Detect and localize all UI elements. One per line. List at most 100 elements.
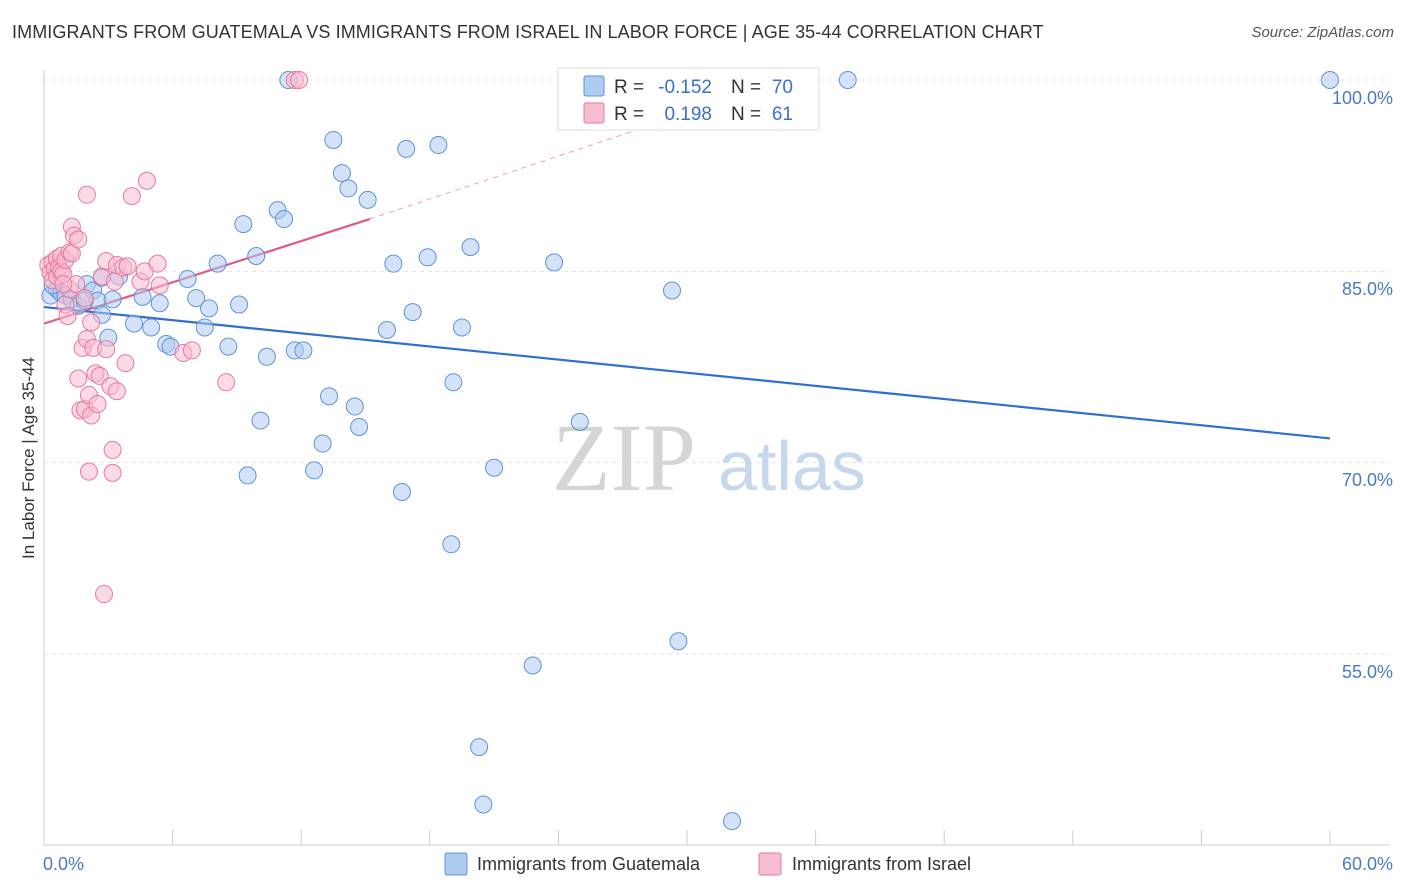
trend-lines xyxy=(43,112,1331,440)
data-point xyxy=(58,306,77,325)
bottom-legend-swatch-guatemala xyxy=(444,852,468,876)
series-guatemala-points xyxy=(41,71,1339,831)
data-point xyxy=(208,254,227,273)
bottom-legend-label-guatemala: Immigrants from Guatemala xyxy=(477,854,701,874)
data-point xyxy=(1321,71,1339,89)
data-point xyxy=(88,394,107,413)
watermark-atlas: atlas xyxy=(718,427,866,505)
data-point xyxy=(133,287,152,306)
y-tick-label-85: 85.0% xyxy=(1342,279,1393,299)
data-point xyxy=(116,354,135,373)
data-point xyxy=(103,440,122,459)
data-point xyxy=(69,230,88,249)
data-point xyxy=(442,535,461,554)
data-point xyxy=(247,247,266,266)
bottom-legend-swatch-israel xyxy=(758,852,782,876)
data-point xyxy=(82,313,101,332)
data-point xyxy=(80,462,99,481)
data-point xyxy=(69,369,88,388)
legend-n-value-0: 70 xyxy=(772,77,793,98)
series-israel-points xyxy=(39,71,309,604)
data-point xyxy=(570,412,589,431)
legend-r-label-0: R = xyxy=(614,77,644,98)
data-point xyxy=(125,314,144,333)
series-legend: Immigrants from Guatemala Immigrants fro… xyxy=(444,852,971,876)
data-point xyxy=(384,254,403,273)
data-point xyxy=(290,71,309,89)
data-point xyxy=(103,463,122,482)
y-axis-title: In Labor Force | Age 35-44 xyxy=(19,357,38,559)
data-point xyxy=(217,373,236,392)
data-point xyxy=(95,585,114,604)
data-point xyxy=(195,318,214,337)
data-point xyxy=(77,185,96,204)
data-point xyxy=(485,458,504,477)
data-point xyxy=(148,254,167,273)
data-point xyxy=(662,281,681,300)
legend-n-value-1: 61 xyxy=(772,104,793,125)
bottom-legend-label-israel: Immigrants from Israel xyxy=(792,854,971,874)
data-point xyxy=(723,812,742,831)
data-point xyxy=(523,656,542,675)
data-point xyxy=(234,215,253,234)
x-tick-label-0: 0.0% xyxy=(43,854,84,874)
data-point xyxy=(275,210,294,229)
data-point xyxy=(345,397,364,416)
data-point xyxy=(418,248,437,267)
data-point xyxy=(150,276,169,295)
data-point xyxy=(182,341,201,360)
legend-swatch-guatemala xyxy=(583,75,605,97)
data-point xyxy=(452,318,471,337)
data-point xyxy=(178,269,197,288)
data-point xyxy=(397,139,416,158)
data-point xyxy=(461,238,480,257)
data-point xyxy=(429,136,448,155)
data-point xyxy=(200,299,219,318)
legend-n-label-0: N = xyxy=(731,77,761,98)
data-point xyxy=(838,71,857,89)
data-point xyxy=(257,347,276,366)
correlation-legend: R = -0.152 N = 70 R = 0.198 N = 61 xyxy=(557,67,820,131)
data-point xyxy=(294,341,313,360)
data-point xyxy=(54,275,73,294)
legend-r-value-0: -0.152 xyxy=(658,77,712,98)
data-point xyxy=(107,382,126,401)
data-point xyxy=(545,253,564,272)
data-point xyxy=(332,164,351,183)
source-label: Source: ZipAtlas.com xyxy=(1251,24,1394,41)
data-point xyxy=(251,411,270,430)
y-tick-label-70: 70.0% xyxy=(1342,470,1393,490)
legend-r-value-1: 0.198 xyxy=(664,104,712,125)
data-point xyxy=(103,290,122,309)
data-point xyxy=(377,321,396,340)
data-point xyxy=(238,466,257,485)
trend-line-0 xyxy=(43,305,1331,440)
data-point xyxy=(187,289,206,308)
chart-title: IMMIGRANTS FROM GUATEMALA VS IMMIGRANTS … xyxy=(12,22,1044,42)
data-point xyxy=(137,171,156,190)
x-ticks xyxy=(172,830,1331,845)
data-point xyxy=(150,294,169,313)
x-tick-label-60: 60.0% xyxy=(1342,854,1393,874)
data-point xyxy=(339,179,358,198)
data-point xyxy=(97,340,116,359)
y-tick-label-100: 100.0% xyxy=(1332,88,1393,108)
data-point xyxy=(358,190,377,209)
data-point xyxy=(403,303,422,322)
data-point xyxy=(122,187,141,206)
data-point xyxy=(324,130,343,149)
data-point xyxy=(313,434,332,453)
gridlines xyxy=(44,79,1390,655)
data-point xyxy=(230,295,249,314)
data-point xyxy=(142,318,161,337)
y-tick-label-55: 55.0% xyxy=(1342,662,1393,682)
data-point xyxy=(118,257,137,276)
data-point xyxy=(320,387,339,406)
data-point xyxy=(219,337,238,356)
data-point xyxy=(669,632,688,651)
data-point xyxy=(474,795,493,814)
legend-n-label-1: N = xyxy=(731,104,761,125)
data-point xyxy=(444,373,463,392)
data-point xyxy=(392,483,411,502)
